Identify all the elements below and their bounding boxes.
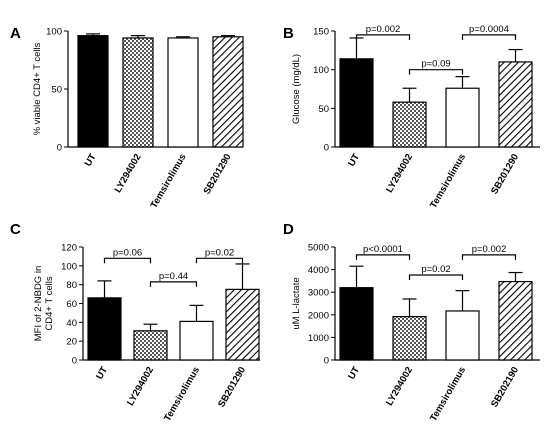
bar-ly294002 xyxy=(122,37,154,148)
y-tick-label: 80 xyxy=(66,280,77,291)
bar-ut xyxy=(339,58,374,148)
chart-panel-b: 0 50 100 150 Glucose (mg/dL) UT LY294002 Temsir… xyxy=(291,24,540,210)
y-tick-label: 100 xyxy=(313,65,329,76)
category-label: UT xyxy=(346,365,362,382)
p-value-label: p=0.002 xyxy=(472,244,507,255)
y-tick-label: 3000 xyxy=(308,288,329,299)
bar-ly294002 xyxy=(133,330,168,361)
significance-bracket xyxy=(195,257,244,264)
p-value-label: p=0.09 xyxy=(421,59,450,70)
category-label: LY294002 xyxy=(384,365,415,408)
panel-letter-d: D xyxy=(283,221,294,238)
y-tick-label: 1000 xyxy=(308,333,329,344)
bar-ly294002 xyxy=(392,316,427,361)
category-label: SB201290 xyxy=(216,365,248,409)
category-label: Temsirolimus xyxy=(149,152,189,210)
bar-ut xyxy=(339,287,374,361)
significance-bracket xyxy=(408,274,464,281)
significance-bracket xyxy=(103,257,152,264)
category-label: LY294002 xyxy=(125,365,156,408)
y-tick-label: 0 xyxy=(57,143,62,154)
bar-ut xyxy=(77,35,109,148)
y-tick-label: 4000 xyxy=(308,265,329,276)
y-tick-label: 50 xyxy=(318,104,329,115)
bar-temsirolimus xyxy=(179,320,214,361)
bar-sb201290 xyxy=(498,61,533,148)
category-label: UT xyxy=(94,365,110,382)
category-label: SB201290 xyxy=(202,152,234,196)
significance-bracket xyxy=(408,69,464,75)
y-tick-label: 20 xyxy=(66,337,77,348)
y-tick-label: 0 xyxy=(72,356,77,367)
p-value-label: p=0.44 xyxy=(159,271,188,282)
category-label: SB201290 xyxy=(489,152,521,196)
bar-temsirolimus xyxy=(167,37,199,148)
category-label: Temsirolimus xyxy=(162,365,202,423)
p-value-label: p=0.02 xyxy=(205,247,234,258)
bar-temsirolimus xyxy=(445,310,480,361)
category-label: Temsirolimus xyxy=(428,152,468,210)
chart-panel-a: 0 50 100% viable CD4+ T cells UT LY294002 Tem… xyxy=(32,27,244,210)
y-tick-label: 60 xyxy=(66,299,77,310)
bar-sb201290 xyxy=(212,36,244,148)
p-value-label: p=0.06 xyxy=(113,247,142,258)
y-tick-label: 100 xyxy=(61,261,77,272)
y-tick-label: 150 xyxy=(313,27,329,38)
significance-bracket xyxy=(461,254,517,260)
bar-ly294002 xyxy=(392,101,427,148)
category-label: LY294002 xyxy=(384,152,415,195)
category-label: Temsirolimus xyxy=(428,365,468,423)
significance-bracket xyxy=(355,254,411,260)
panel-letter-a: A xyxy=(10,25,21,42)
y-tick-label: 0 xyxy=(324,356,329,367)
category-label: LY294002 xyxy=(113,152,144,195)
significance-bracket xyxy=(355,34,411,40)
category-label: UT xyxy=(346,152,362,169)
p-value-label: p<0.0001 xyxy=(363,244,403,255)
bar-ut xyxy=(87,297,122,361)
y-tick-label: 50 xyxy=(51,85,62,96)
y-tick-label: 100 xyxy=(46,27,62,38)
y-tick-label: 120 xyxy=(61,243,77,254)
bar-sb201290 xyxy=(225,288,260,361)
chart-panel-d: 0 1000 2000 3000 4000 5000 uM L-lactate UT LY294… xyxy=(291,243,540,423)
y-axis-label: % viable CD4+ T cells xyxy=(32,42,43,135)
y-tick-label: 40 xyxy=(66,318,77,329)
y-tick-label: 2000 xyxy=(308,310,329,321)
panel-letter-b: B xyxy=(283,25,294,42)
y-axis-label: uM L-lactate xyxy=(291,277,302,329)
y-axis-label: Glucose (mg/dL) xyxy=(291,54,302,124)
p-value-label: p=0.0004 xyxy=(469,24,509,35)
y-axis-label: CD4+ T cells xyxy=(44,276,55,331)
p-value-label: p=0.02 xyxy=(421,264,450,275)
y-axis-label: MFI of 2-NBDG in xyxy=(33,266,44,342)
category-label: SB202190 xyxy=(489,365,521,409)
significance-bracket xyxy=(461,34,517,40)
p-value-label: p=0.002 xyxy=(366,24,401,35)
bar-temsirolimus xyxy=(445,87,480,148)
y-tick-label: 5000 xyxy=(308,243,329,254)
y-tick-label: 0 xyxy=(324,143,329,154)
chart-panel-c: 0 20 40 60 80 100 120 MFI of 2-NBDG in CD4+ T ce… xyxy=(33,243,260,423)
category-label: UT xyxy=(83,152,99,169)
significance-bracket xyxy=(149,281,198,287)
panel-letter-c: C xyxy=(10,221,21,238)
bar-sb202190 xyxy=(498,280,533,361)
